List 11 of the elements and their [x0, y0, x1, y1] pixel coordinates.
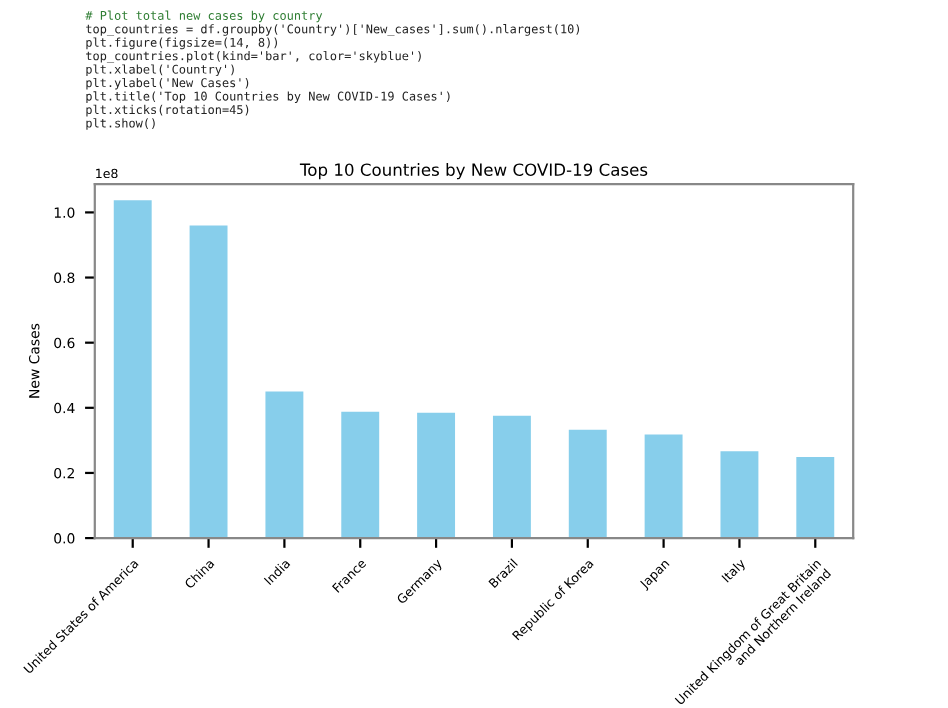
bar — [189, 225, 228, 539]
bar — [644, 434, 683, 539]
bar — [720, 451, 759, 539]
bar — [341, 411, 380, 539]
bar — [796, 456, 835, 539]
bar — [113, 200, 152, 539]
bar — [568, 429, 607, 539]
bar — [417, 412, 456, 539]
bar — [492, 415, 531, 539]
chart-title: Top 10 Countries by New COVID-19 Cases — [299, 163, 648, 180]
bar — [265, 391, 304, 539]
